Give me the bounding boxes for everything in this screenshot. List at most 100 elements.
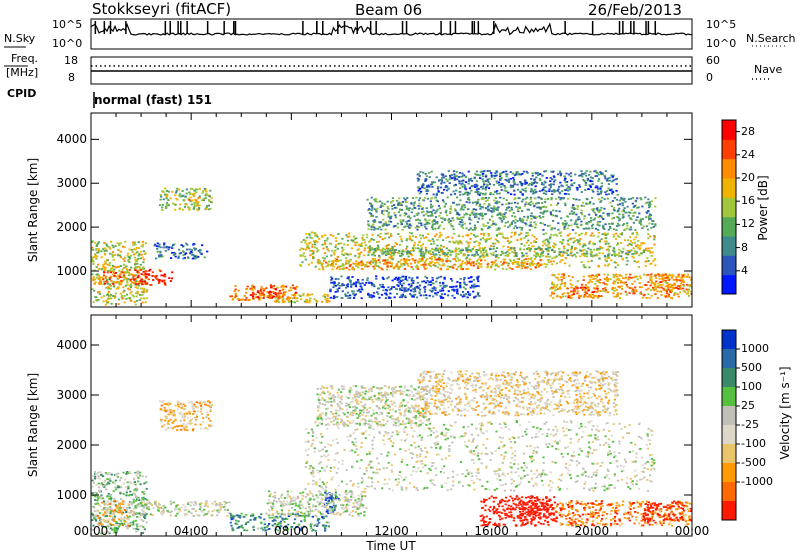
heat-cell-9 — [484, 246, 487, 249]
heat-cell-14 — [403, 289, 406, 292]
heat-cell-10 — [495, 263, 498, 266]
heat-cell-0 — [95, 266, 98, 268]
heat-cell-9 — [326, 237, 329, 240]
heat-cell-12 — [570, 206, 573, 209]
heat-cell-10 — [467, 260, 470, 263]
heat-cell-15 — [628, 276, 631, 279]
heat-cell-12 — [503, 225, 506, 227]
heat-cell-9 — [505, 261, 508, 264]
heat-cell-12 — [596, 209, 599, 211]
heat-cell-0 — [116, 529, 119, 532]
heat-cell-2 — [160, 274, 163, 277]
heat-cell-15 — [679, 291, 682, 294]
heat-cell-11 — [429, 249, 432, 252]
heat-cell-11 — [627, 253, 630, 256]
heat-cell-13 — [480, 170, 484, 173]
heat-cell-13 — [458, 171, 461, 174]
heat-cell-0 — [106, 301, 109, 304]
heat-cell-12 — [642, 225, 645, 228]
heat-cell-9 — [342, 248, 345, 251]
heat-cell-15 — [650, 276, 653, 278]
heat-cell-9 — [542, 241, 545, 243]
heat-cell-8 — [298, 294, 301, 297]
heat-cell-12 — [629, 197, 633, 200]
heat-cell-14 — [425, 294, 428, 297]
heat-cell-13 — [554, 190, 557, 192]
heat-cell-2 — [148, 274, 151, 276]
heat-cell-1 — [118, 275, 121, 277]
heat-cell-14 — [455, 285, 458, 288]
heat-cell-0 — [110, 284, 113, 287]
heat-cell-14 — [431, 279, 434, 281]
heat-cell-17 — [667, 275, 670, 277]
heat-cell-11 — [480, 251, 483, 254]
heat-cell-9 — [346, 236, 349, 238]
heat-cell-15 — [619, 281, 623, 284]
heat-cell-0 — [93, 253, 97, 256]
heat-cell-12 — [608, 223, 611, 225]
heat-cell-12 — [525, 223, 528, 226]
heat-cell-9 — [588, 240, 591, 243]
heat-cell-13 — [464, 176, 467, 179]
heat-cell-5 — [179, 252, 182, 254]
heat-cell-11 — [423, 253, 426, 255]
heat-cell-9 — [314, 265, 317, 268]
heat-cell-5 — [156, 248, 159, 250]
heat-cell-13 — [503, 185, 506, 187]
heat-cell-9 — [334, 246, 337, 248]
heat-cell-14 — [459, 286, 462, 289]
heat-cell-9 — [355, 260, 358, 262]
heat-cell-9 — [548, 241, 551, 244]
heat-cell-12 — [518, 206, 521, 209]
heat-cell-0 — [127, 485, 130, 488]
heat-cell-14 — [386, 277, 389, 280]
heat-cell-14 — [474, 285, 477, 288]
heat-cell-15 — [582, 275, 585, 278]
heat-cell-6 — [252, 286, 256, 288]
heat-cell-0 — [143, 482, 146, 485]
heat-cell-13 — [564, 181, 567, 184]
heat-cell-15 — [663, 288, 666, 291]
heat-cell-14 — [466, 296, 469, 299]
heat-cell-2 — [169, 280, 172, 282]
power-heatmap — [91, 170, 692, 306]
heat-cell-12 — [475, 203, 478, 206]
heat-cell-15 — [589, 274, 592, 277]
heat-cell-9 — [592, 248, 595, 251]
heat-cell-14 — [432, 295, 435, 298]
heat-cell-15 — [686, 283, 689, 286]
heat-cell-0 — [114, 504, 117, 506]
heat-cell-0 — [107, 286, 110, 289]
heat-cell-14 — [403, 288, 406, 291]
heat-cell-14 — [456, 290, 459, 293]
heat-cell-15 — [647, 293, 650, 296]
heat-cell-10 — [424, 267, 427, 270]
heat-cell-12 — [539, 207, 542, 209]
heat-cell-13 — [550, 183, 553, 186]
heat-cell-12 — [477, 217, 480, 220]
heat-cell-12 — [372, 215, 375, 217]
heat-cell-11 — [596, 247, 599, 250]
heat-cell-15 — [679, 282, 682, 285]
heat-cell-12 — [382, 225, 385, 227]
heat-cell-14 — [352, 292, 355, 295]
heat-cell-14 — [404, 275, 408, 278]
heat-cell-13 — [483, 183, 486, 186]
heat-cell-3 — [187, 206, 190, 209]
heat-cell-11 — [481, 247, 484, 250]
heat-cell-13 — [553, 176, 556, 179]
heat-cell-6 — [287, 299, 290, 301]
heat-cell-12 — [528, 229, 531, 231]
heat-cell-9 — [348, 235, 351, 238]
heat-cell-15 — [616, 282, 620, 284]
heat-cell-9 — [355, 264, 358, 267]
heat-cell-11 — [544, 248, 547, 250]
heat-cell-0 — [114, 486, 117, 489]
heat-cell-11 — [375, 247, 378, 249]
heat-cell-11 — [367, 254, 370, 256]
heat-cell-12 — [444, 218, 447, 221]
heat-cell-11 — [437, 247, 440, 250]
heat-cell-3 — [202, 199, 205, 201]
heat-cell-12 — [623, 223, 626, 225]
heat-cell-12 — [396, 222, 399, 225]
